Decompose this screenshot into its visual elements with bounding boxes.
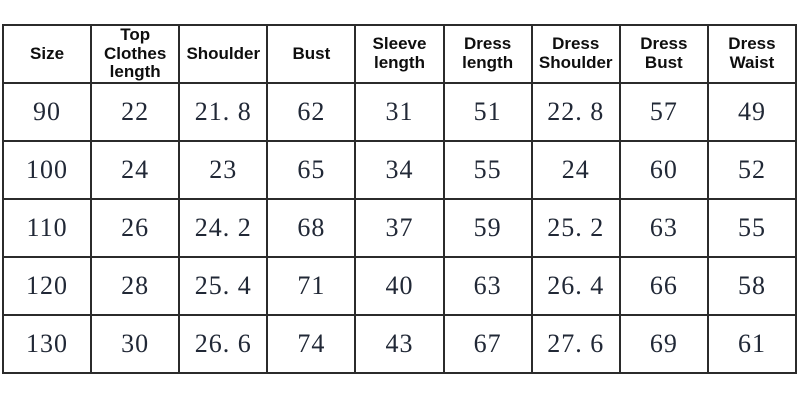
measurement-cell: 21. 8: [178, 82, 269, 143]
table-row-size-130: 130 30 26. 6 74 43 67 27. 6 69 61: [1, 314, 798, 375]
table-row-size-110: 110 26 24. 2 68 37 59 25. 2 63 55: [1, 198, 798, 259]
measurement-cell: 71: [266, 256, 357, 317]
measurement-cell: 59: [442, 198, 533, 259]
measurement-cell: 24: [90, 140, 181, 201]
measurement-cell: 61: [706, 314, 798, 375]
measurement-cell: 26. 4: [530, 256, 621, 317]
measurement-cell: 58: [706, 256, 798, 317]
measurement-cell: 49: [706, 82, 798, 143]
measurement-cell: 55: [442, 140, 533, 201]
measurement-cell: 28: [90, 256, 181, 317]
measurement-cell: 69: [618, 314, 709, 375]
column-header-bust: Bust: [266, 23, 357, 85]
measurement-cell: 26: [90, 198, 181, 259]
measurement-cell: 43: [354, 314, 445, 375]
size-value-cell: 100: [1, 140, 93, 201]
size-value-cell: 110: [1, 198, 93, 259]
column-header-dress-length: Dress length: [442, 23, 533, 85]
measurement-cell: 63: [618, 198, 709, 259]
measurement-cell: 40: [354, 256, 445, 317]
column-header-shoulder: Shoulder: [178, 23, 269, 85]
size-value-cell: 130: [1, 314, 93, 375]
measurement-cell: 22: [90, 82, 181, 143]
measurement-cell: 63: [442, 256, 533, 317]
column-header-dress-waist: Dress Waist: [706, 23, 798, 85]
measurement-cell: 57: [618, 82, 709, 143]
table-row-size-90: 90 22 21. 8 62 31 51 22. 8 57 49: [1, 82, 798, 143]
measurement-cell: 34: [354, 140, 445, 201]
size-value-cell: 90: [1, 82, 93, 143]
table-header-row: Size Top Clothes length Shoulder Bust Sleeve…: [1, 23, 798, 85]
measurement-cell: 25. 2: [530, 198, 621, 259]
size-chart-body: 90 22 21. 8 62 31 51 22. 8 57 49 100 24 23 65 34 55 24 6…: [1, 82, 798, 375]
measurement-cell: 24: [530, 140, 621, 201]
table-row-size-100: 100 24 23 65 34 55 24 60 52: [1, 140, 798, 201]
measurement-cell: 62: [266, 82, 357, 143]
measurement-cell: 30: [90, 314, 181, 375]
size-chart-header-row: Size Top Clothes length Shoulder Bust Sleeve…: [1, 23, 798, 85]
size-chart-table: Size Top Clothes length Shoulder Bust Sleeve…: [1, 23, 798, 375]
measurement-cell: 25. 4: [178, 256, 269, 317]
measurement-cell: 60: [618, 140, 709, 201]
measurement-cell: 23: [178, 140, 269, 201]
size-chart: Size Top Clothes length Shoulder Bust Sleeve…: [1, 23, 798, 375]
measurement-cell: 68: [266, 198, 357, 259]
column-header-dress-bust: Dress Bust: [618, 23, 709, 85]
measurement-cell: 52: [706, 140, 798, 201]
measurement-cell: 67: [442, 314, 533, 375]
measurement-cell: 26. 6: [178, 314, 269, 375]
column-header-sleeve-length: Sleeve length: [354, 23, 445, 85]
measurement-cell: 74: [266, 314, 357, 375]
column-header-size: Size: [1, 23, 93, 85]
measurement-cell: 37: [354, 198, 445, 259]
measurement-cell: 27. 6: [530, 314, 621, 375]
size-value-cell: 120: [1, 256, 93, 317]
column-header-top-clothes-length: Top Clothes length: [90, 23, 181, 85]
table-row-size-120: 120 28 25. 4 71 40 63 26. 4 66 58: [1, 256, 798, 317]
measurement-cell: 31: [354, 82, 445, 143]
measurement-cell: 65: [266, 140, 357, 201]
column-header-dress-shoulder: Dress Shoulder: [530, 23, 621, 85]
measurement-cell: 24. 2: [178, 198, 269, 259]
measurement-cell: 22. 8: [530, 82, 621, 143]
measurement-cell: 55: [706, 198, 798, 259]
measurement-cell: 66: [618, 256, 709, 317]
measurement-cell: 51: [442, 82, 533, 143]
